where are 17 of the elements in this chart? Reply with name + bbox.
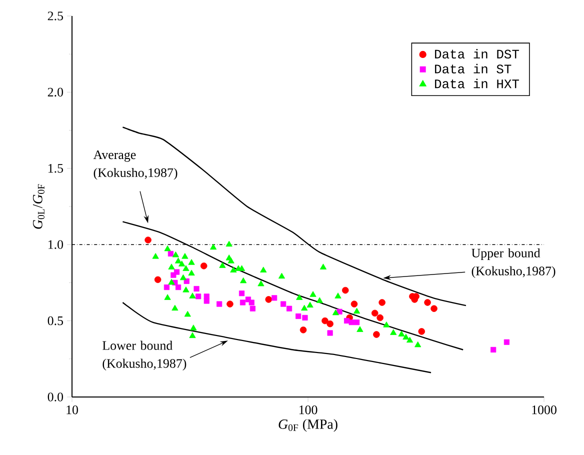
x-tick-label: 100 <box>299 405 318 414</box>
y-axis-title: G$_{0L}$/G$_{0F}$ <box>32 184 44 229</box>
y-tick-label: 2.0 <box>48 88 64 97</box>
x-tick-label: 1000 <box>532 405 556 414</box>
annotation: Average (Kokusho,1987) <box>93 150 178 180</box>
y-tick-label: 1.0 <box>48 240 64 249</box>
legend-label: Data in ST <box>435 64 512 74</box>
y-tick-label: 0.5 <box>48 316 64 326</box>
y-tick-label: 0.0 <box>48 392 64 402</box>
legend-label: Data in DST <box>435 49 519 59</box>
annotation: Lower bound (Kokusho,1987) <box>102 340 186 370</box>
x-axis-title: G$_{0F}$ (MPa) <box>278 419 338 432</box>
y-tick-label: 1.5 <box>48 164 64 173</box>
annotation: Upper bound (Kokusho,1987) <box>472 248 556 278</box>
y-tick-label: 2.5 <box>48 12 64 20</box>
x-tick-label: 10 <box>66 405 78 414</box>
legend-label: Data in HXT <box>435 78 519 88</box>
